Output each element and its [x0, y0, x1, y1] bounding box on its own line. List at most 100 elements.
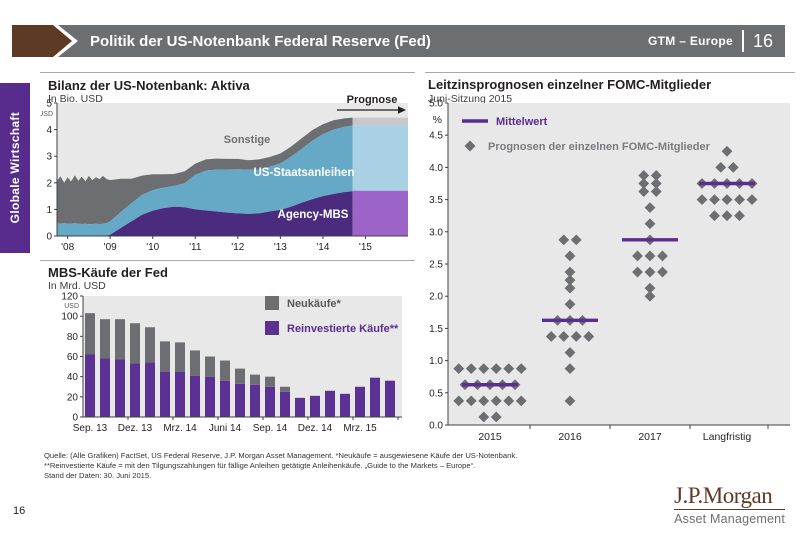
- y-unit-label: USD: [64, 303, 79, 310]
- fomc-dot: [503, 363, 515, 375]
- y-tick-label: 4: [46, 125, 52, 136]
- series-label-staatsanleihen: US-Staatsanleihen: [254, 167, 355, 179]
- fomc-dot: [650, 170, 662, 181]
- fomc-dot: [478, 363, 490, 375]
- fomc-dot: [478, 395, 490, 407]
- bar-reinvested: [325, 390, 335, 417]
- forecast-label: Prognose: [347, 94, 398, 106]
- fomc-dot: [696, 194, 708, 205]
- fomc-dot: [564, 395, 576, 407]
- sidebar-tab-globale-wirtschaft[interactable]: Globale Wirtschaft: [0, 83, 30, 253]
- bar-reinvested: [190, 375, 200, 417]
- y-tick-label: 0.0: [429, 421, 443, 432]
- y-tick-label: 3.0: [429, 227, 443, 238]
- x-tick-label: Mrz. 15: [343, 423, 377, 434]
- bar-reinvested: [265, 386, 275, 417]
- bar-reinvested: [205, 376, 215, 417]
- x-tick-label: Sep. 13: [73, 423, 108, 434]
- fomc-dot: [632, 250, 643, 262]
- bar-reinvested: [175, 371, 185, 417]
- fomc-dot: [709, 194, 720, 205]
- bar-reinvested: [145, 362, 155, 417]
- y-tick-label: 80: [67, 332, 79, 343]
- fomc-dot: [503, 395, 515, 407]
- fomc-dot: [564, 298, 576, 310]
- bar-new-purchases: [280, 386, 290, 392]
- bar-reinvested: [250, 384, 260, 417]
- x-category-label: Langfristig: [703, 431, 752, 443]
- panel-rule-mid-left: [40, 260, 415, 261]
- area-mbs-forecast: [352, 190, 408, 236]
- bar-reinvested: [385, 380, 395, 417]
- bar-reinvested: [130, 363, 140, 417]
- x-tick-label: Juni 14: [209, 423, 242, 434]
- bar-reinvested: [370, 377, 380, 417]
- fomc-chart-svg: 0.0 0.5 1.0 1.5 2.0 2.5 3.0 3.5 4.0 4.5 5.0% 2015 20…: [429, 99, 790, 443]
- bar-reinvested: [310, 395, 320, 417]
- y-tick-label: 20: [67, 392, 79, 403]
- bar-new-purchases: [205, 356, 215, 377]
- legend-label-neukaeufe: Neukäufe*: [287, 298, 342, 310]
- fomc-chart-subtitle: Juni-Sitzung 2015: [428, 93, 513, 105]
- y-tick-label: 2.5: [429, 260, 443, 271]
- fomc-dot: [644, 218, 656, 230]
- fomc-dot: [650, 178, 662, 189]
- jpmorgan-sub-label: Asset Management: [674, 512, 785, 526]
- balance-sheet-panel: Bilanz der US-Notenbank: Aktiva In Bio. …: [40, 72, 415, 260]
- legend-swatch-neukaeufe: [265, 296, 279, 310]
- legend-swatch-reinvestierte: [265, 321, 279, 335]
- fomc-dot: [721, 145, 733, 157]
- fomc-dot: [465, 395, 477, 407]
- y-tick-label: 0: [46, 232, 52, 243]
- x-category-label: 2015: [478, 431, 502, 443]
- bar-new-purchases: [145, 327, 155, 363]
- y-tick-label: 4.0: [429, 163, 443, 174]
- fomc-dot: [734, 194, 745, 205]
- fomc-dot: [564, 282, 576, 294]
- fomc-dot: [638, 170, 650, 181]
- legend-label-reinvestierte: Reinvestierte Käufe**: [287, 323, 399, 335]
- bar-reinvested: [340, 393, 350, 417]
- fomc-dot: [721, 194, 733, 205]
- y-tick-label: 60: [67, 352, 79, 363]
- y-tick-label: 3.5: [429, 195, 443, 206]
- balance-chart-title: Bilanz der US-Notenbank: Aktiva: [48, 78, 250, 93]
- bar-new-purchases: [235, 368, 245, 384]
- bar-new-purchases: [130, 323, 140, 364]
- bar-reinvested: [295, 397, 305, 417]
- fomc-chart-title: Leitzinsprognosen einzelner FOMC-Mitglie…: [428, 77, 712, 92]
- fomc-dot: [453, 395, 465, 407]
- legend-dot-swatch: [464, 140, 476, 152]
- y-tick-label: 100: [61, 312, 78, 323]
- legend-label-prognosen: Prognosen der einzelnen FOMC-Mitglieder: [488, 141, 711, 153]
- fomc-dot: [545, 331, 557, 342]
- x-tick-label: '15: [359, 242, 372, 253]
- bar-reinvested: [85, 354, 95, 417]
- series-label-sonstige: Sonstige: [224, 134, 270, 146]
- fomc-dot: [638, 178, 650, 189]
- fomc-dot: [558, 331, 570, 342]
- area-treasuries-forecast: [352, 125, 408, 191]
- fomc-dot: [515, 395, 527, 407]
- bar-new-purchases: [265, 376, 275, 387]
- fomc-dot: [564, 250, 576, 262]
- x-tick-label: '09: [104, 242, 117, 253]
- source-line-2: **Reinvestierte Käufe = mit den Tilgungs…: [44, 460, 476, 470]
- fomc-dots-panel: Leitzinsprognosen einzelner FOMC-Mitglie…: [425, 72, 795, 452]
- balance-chart-subtitle: In Bio. USD: [48, 93, 103, 105]
- fomc-dot: [644, 266, 656, 278]
- series-label-agency-mbs: Agency-MBS: [278, 209, 349, 221]
- bar-reinvested: [235, 383, 245, 417]
- bar-new-purchases: [115, 319, 125, 360]
- y-tick-label: 120: [61, 292, 78, 303]
- header-divider: [741, 30, 744, 52]
- page-number: 16: [13, 505, 26, 517]
- fomc-dot: [564, 266, 576, 278]
- y-tick-label: 5: [46, 99, 52, 110]
- fomc-dot: [564, 363, 576, 375]
- mbs-purchases-panel: MBS-Käufe der Fed In Mrd. USD 0 20 40 60 80 1…: [40, 260, 415, 452]
- fomc-dot: [465, 363, 477, 375]
- x-tick-label: Dez. 14: [298, 423, 333, 434]
- x-tick-label: '11: [189, 242, 202, 253]
